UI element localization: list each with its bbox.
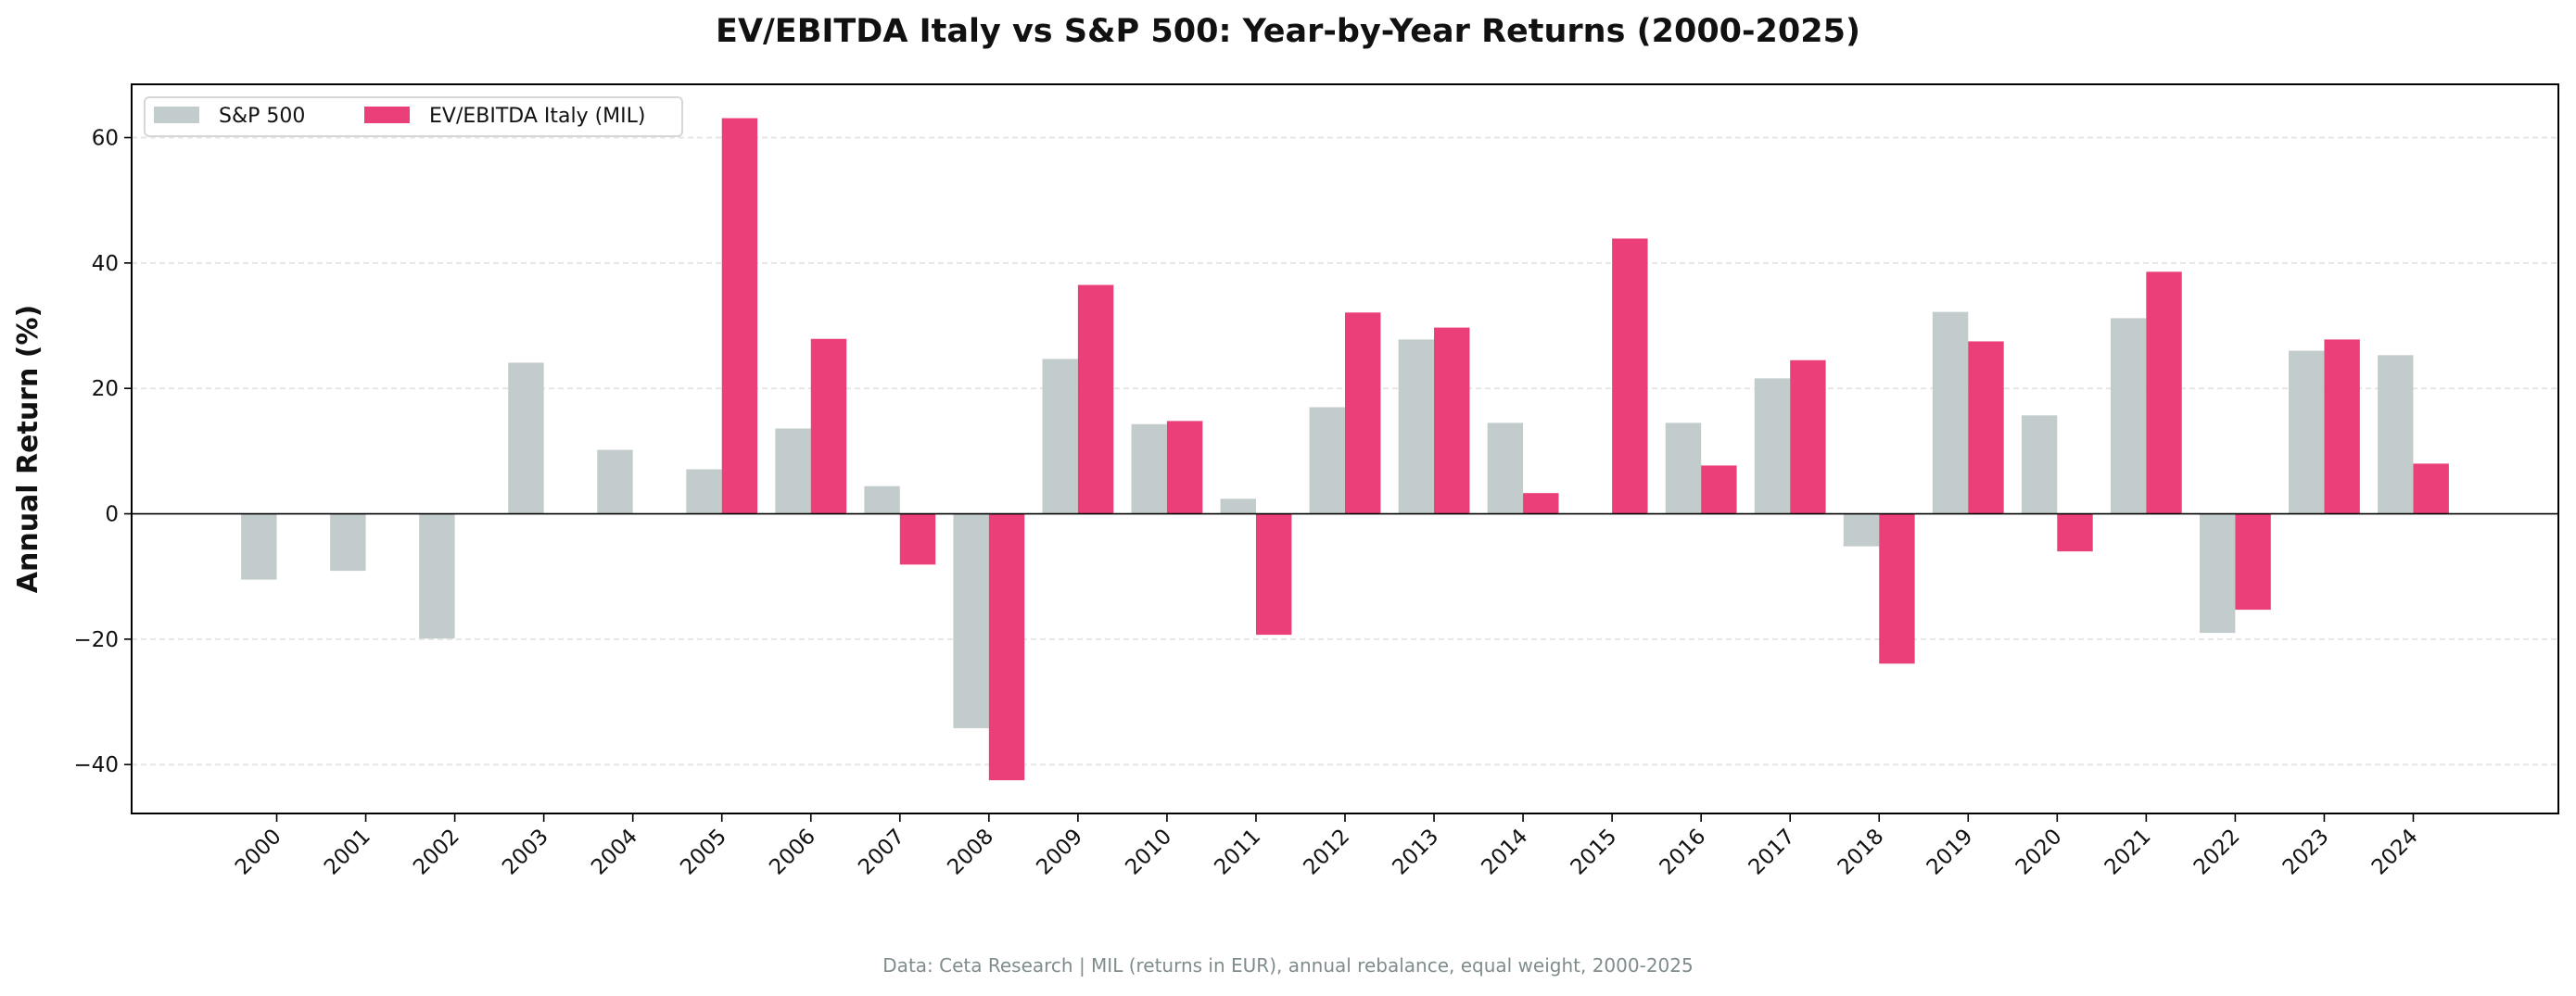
bar-sp500 — [1665, 422, 1702, 514]
bar-ev-ebitda-italy — [2057, 513, 2093, 552]
bar-ev-ebitda-italy — [810, 338, 847, 514]
x-tick-label: 2005 — [676, 825, 731, 880]
bar-sp500 — [686, 469, 722, 514]
bar-ev-ebitda-italy — [1166, 421, 1203, 514]
bar-sp500 — [1843, 513, 1880, 547]
bar-sp500 — [2199, 513, 2236, 634]
legend-swatch — [154, 107, 199, 123]
bar-sp500 — [953, 513, 989, 728]
bar-sp500 — [775, 428, 811, 514]
bar-sp500 — [1131, 423, 1167, 514]
bar-sp500 — [241, 513, 277, 580]
x-tick-label: 2014 — [1478, 825, 1533, 880]
bar-sp500 — [2289, 350, 2325, 514]
chart-footer: Data: Ceta Research | MIL (returns in EU… — [882, 954, 1694, 977]
y-tick-label: −40 — [73, 753, 119, 777]
x-tick-label: 2013 — [1388, 825, 1443, 880]
chart-title: EV/EBITDA Italy vs S&P 500: Year-by-Year… — [716, 13, 1860, 50]
y-tick-label: 40 — [92, 252, 119, 276]
bar-sp500 — [1487, 422, 1524, 514]
bar-ev-ebitda-italy — [2324, 339, 2360, 514]
bar-sp500 — [2021, 415, 2058, 514]
bar-sp500 — [330, 513, 366, 572]
x-tick-label: 2007 — [854, 825, 909, 880]
bar-ev-ebitda-italy — [2413, 463, 2449, 514]
bar-sp500 — [508, 362, 544, 514]
bar-sp500 — [2110, 318, 2147, 514]
legend-swatch — [364, 107, 410, 123]
bar-ev-ebitda-italy — [1255, 513, 1292, 636]
bar-ev-ebitda-italy — [1345, 312, 1381, 514]
x-tick-label: 2017 — [1745, 825, 1800, 880]
legend-box — [144, 96, 683, 137]
x-tick-label: 2019 — [1922, 825, 1978, 880]
bar-sp500 — [1220, 498, 1256, 514]
x-tick-label: 2008 — [943, 825, 998, 880]
y-tick-label: −20 — [73, 628, 119, 652]
bar-sp500 — [597, 449, 633, 514]
bar-ev-ebitda-italy — [2235, 513, 2271, 611]
bar-ev-ebitda-italy — [899, 513, 936, 565]
bar-ev-ebitda-italy — [1968, 341, 2004, 514]
plot-frame — [131, 83, 2559, 814]
y-tick-label: 0 — [105, 503, 119, 527]
bar-sp500 — [419, 513, 455, 639]
legend: S&P 500 EV/EBITDA Italy (MIL) — [144, 96, 683, 137]
bar-sp500 — [864, 485, 900, 514]
x-tick-label: 2006 — [765, 825, 820, 880]
x-tick-label: 2003 — [498, 825, 553, 880]
bar-sp500 — [1398, 339, 1435, 514]
bar-sp500 — [1309, 407, 1345, 514]
y-tick-label: 60 — [92, 127, 119, 151]
x-tick-label: 2023 — [2278, 825, 2334, 880]
x-tick-label: 2001 — [320, 825, 375, 880]
x-tick-label: 2024 — [2367, 825, 2423, 880]
x-tick-label: 2016 — [1656, 825, 1711, 880]
bar-ev-ebitda-italy — [1434, 327, 1470, 514]
x-tick-label: 2021 — [2100, 825, 2156, 880]
x-tick-label: 2012 — [1299, 825, 1354, 880]
bar-sp500 — [1042, 359, 1078, 514]
x-tick-label: 2020 — [2011, 825, 2067, 880]
bar-ev-ebitda-italy — [1612, 238, 1648, 514]
x-tick-label: 2018 — [1834, 825, 1889, 880]
bar-sp500 — [1754, 378, 1791, 514]
legend-label: EV/EBITDA Italy (MIL) — [429, 105, 646, 128]
y-axis-label: Annual Return (%) — [12, 305, 44, 593]
bar-ev-ebitda-italy — [988, 513, 1025, 781]
x-tick-label: 2015 — [1567, 825, 1622, 880]
bar-ev-ebitda-italy — [1790, 359, 1826, 514]
x-tick-label: 2010 — [1121, 825, 1176, 880]
x-tick-label: 2009 — [1032, 825, 1087, 880]
x-tick-label: 2011 — [1210, 825, 1265, 880]
x-tick-label: 2002 — [409, 825, 464, 880]
legend-label: S&P 500 — [219, 105, 305, 128]
bar-ev-ebitda-italy — [721, 118, 758, 514]
bar-ev-ebitda-italy — [1523, 493, 1559, 514]
bar-ev-ebitda-italy — [1879, 513, 1915, 664]
bar-ev-ebitda-italy — [2146, 271, 2182, 514]
x-tick-label: 2022 — [2189, 825, 2245, 880]
x-tick-label: 2000 — [231, 825, 286, 880]
bar-ev-ebitda-italy — [1077, 284, 1114, 514]
bar-sp500 — [1932, 311, 1969, 514]
bar-ev-ebitda-italy — [1701, 465, 1737, 514]
y-tick-label: 20 — [92, 377, 119, 401]
x-tick-label: 2004 — [587, 825, 642, 880]
bar-sp500 — [2378, 355, 2414, 514]
